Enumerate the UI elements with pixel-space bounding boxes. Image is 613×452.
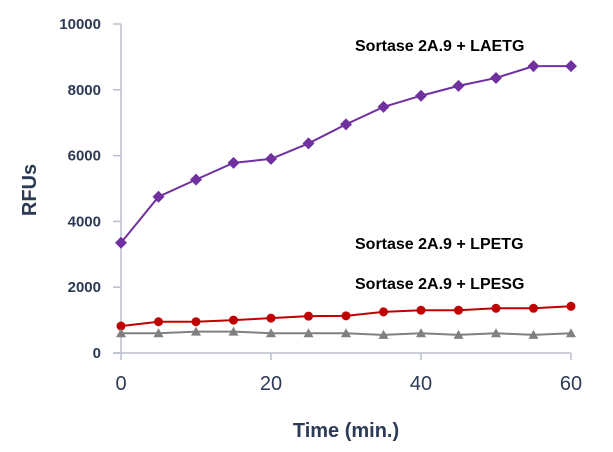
data-point (565, 60, 577, 73)
y-tick-label: 10000 (59, 16, 101, 33)
y-tick-label: 8000 (68, 82, 101, 99)
x-axis-label: Time (min.) (293, 420, 399, 442)
data-point (303, 328, 314, 338)
data-point (529, 303, 538, 313)
data-point (190, 173, 202, 186)
data-point (265, 152, 277, 165)
axes: 0 2000 4000 6000 8000 10000 0 20 40 60 (59, 16, 582, 395)
y-tick-label: 2000 (68, 279, 101, 296)
data-point (153, 328, 164, 338)
series-2 (116, 301, 576, 331)
data-point (266, 313, 276, 323)
data-point (341, 311, 351, 321)
data-point (491, 328, 501, 338)
y-tick-label: 0 (93, 345, 101, 362)
data-point (453, 329, 464, 339)
data-point (116, 321, 126, 331)
data-point (566, 328, 576, 338)
annotation-lpetg: Sortase 2A.9 + LPETG (355, 236, 524, 253)
series-1 (115, 60, 577, 249)
data-point (528, 329, 539, 339)
data-point (377, 100, 390, 113)
data-point (566, 301, 576, 311)
series-group (115, 60, 577, 339)
x-tick-label: 0 (115, 373, 126, 395)
data-point (454, 305, 463, 315)
series-line (120, 65, 571, 244)
data-point (340, 118, 352, 131)
data-point (152, 190, 165, 203)
data-point (304, 311, 313, 321)
data-point (491, 303, 501, 313)
y-tick-label: 6000 (68, 148, 101, 165)
y-tick-label: 4000 (68, 213, 101, 230)
x-tick-label: 20 (260, 373, 282, 395)
annotation-lpesg: Sortase 2A.9 + LPESG (355, 276, 524, 293)
x-tick-label: 40 (410, 373, 432, 395)
data-point (228, 326, 239, 336)
data-point (115, 236, 127, 249)
data-point (452, 79, 465, 92)
data-point (378, 329, 389, 339)
data-point (416, 305, 426, 315)
data-point (341, 328, 351, 338)
data-point (227, 156, 240, 169)
data-point (191, 317, 201, 327)
data-point (191, 326, 201, 336)
data-point (229, 315, 238, 325)
data-point (302, 137, 315, 150)
x-tick-label: 60 (560, 373, 582, 395)
data-point (266, 328, 276, 338)
data-point (116, 328, 126, 338)
series-3 (116, 326, 576, 339)
y-axis-label: RFUs (19, 164, 41, 216)
data-point (415, 89, 427, 102)
data-point (527, 60, 540, 73)
data-point (379, 307, 388, 317)
data-point (490, 71, 502, 84)
data-point (154, 317, 163, 327)
data-point (416, 328, 426, 338)
annotation-laetg: Sortase 2A.9 + LAETG (355, 38, 524, 55)
